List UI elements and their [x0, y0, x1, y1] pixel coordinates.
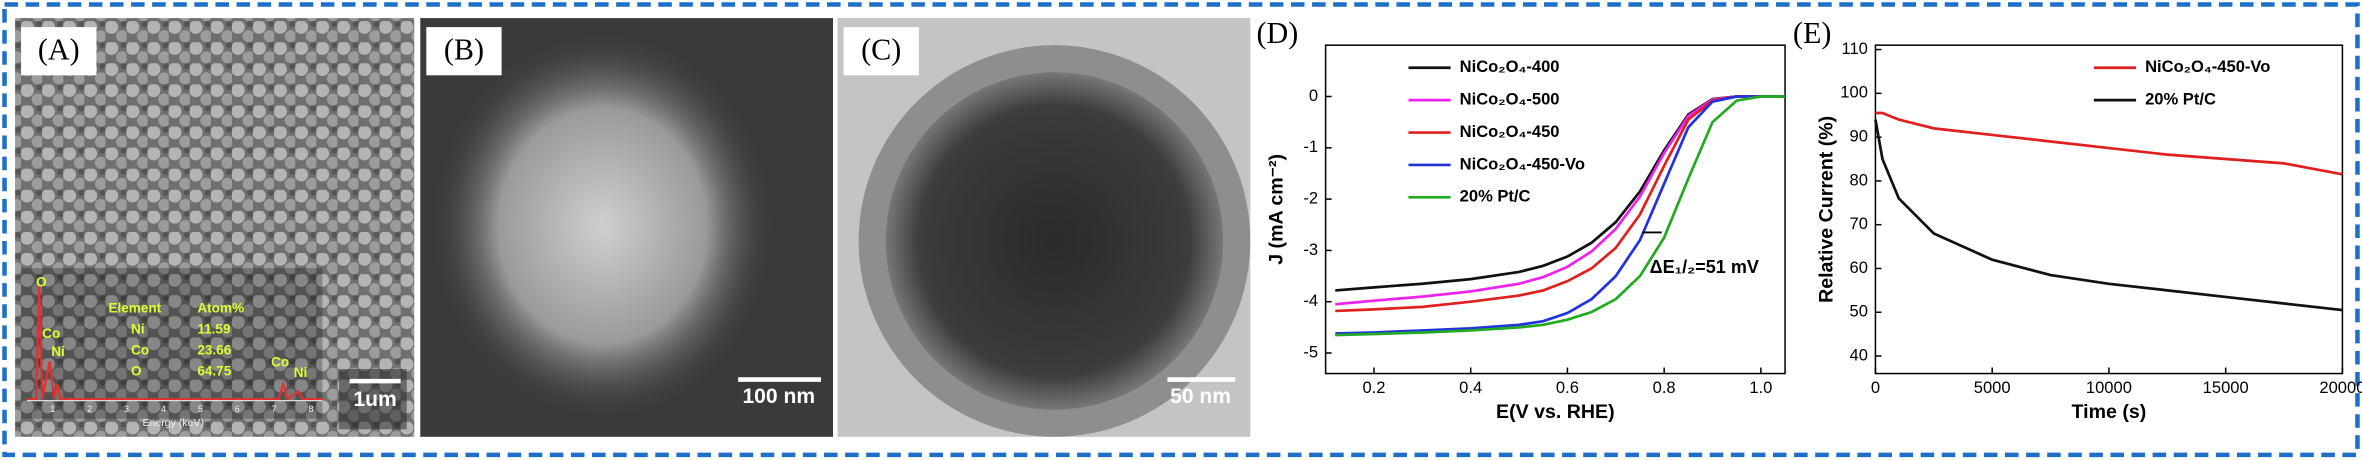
series-line [1875, 111, 2343, 176]
y-tick-label: 80 [1850, 170, 1868, 189]
eds-inset [21, 268, 323, 419]
legend-label: NiCo₂O₄-450-Vo [1460, 154, 1585, 173]
scale-label: 100 nm [742, 385, 815, 408]
eds-cell: Co [131, 343, 149, 358]
x-tick-label: 10000 [2086, 378, 2132, 397]
y-tick-label: 40 [1850, 345, 1868, 364]
label-box [426, 27, 502, 76]
series-line [1874, 119, 2343, 312]
legend-label: NiCo₂O₄-450 [1460, 122, 1560, 141]
legend-label: NiCo₂O₄-400 [1460, 57, 1560, 76]
panel-label: (A) [38, 33, 80, 67]
x-tick-label: 15000 [2203, 378, 2249, 397]
eds-tick: 1 [50, 404, 55, 414]
x-tick-label: 0.4 [1459, 378, 1482, 397]
y-tick-label: -4 [1303, 291, 1318, 310]
eds-cell: 11.59 [197, 321, 231, 336]
x-axis-label: Time (s) [2072, 401, 2147, 423]
x-tick-label: 1.0 [1749, 378, 1772, 397]
eds-cell: O [131, 364, 142, 379]
y-tick-label: -1 [1303, 137, 1318, 156]
series-line [1335, 95, 1786, 337]
x-tick-label: 0.2 [1362, 378, 1385, 397]
y-tick-label: 0 [1309, 86, 1318, 105]
y-tick-label: 110 [1842, 39, 1868, 58]
panel-label: (B) [444, 33, 484, 67]
eds-tick: 7 [272, 404, 277, 414]
eds-tick: 8 [309, 404, 314, 414]
x-tick-label: 0 [1871, 378, 1880, 397]
plot-frame [1324, 44, 1786, 375]
y-tick-label: 50 [1850, 302, 1868, 321]
scale-label: 50 nm [1170, 385, 1231, 408]
x-tick-label: 5000 [1974, 378, 2011, 397]
eds-cell: 23.66 [197, 343, 231, 358]
sem-image [15, 18, 415, 437]
eds-axis-label: Energy (keV) [142, 417, 203, 429]
y-axis-label: J (mA cm⁻²) [1266, 154, 1288, 265]
panel-label: (D) [1257, 16, 1299, 50]
y-tick-label: -2 [1303, 188, 1318, 207]
y-axis-label: Relative Current (%) [1815, 116, 1837, 303]
y-tick-label: 100 [1840, 83, 1868, 102]
panel-label: (C) [861, 33, 901, 67]
plot-frame [1874, 44, 2344, 375]
label-box [843, 27, 919, 76]
eds-header: Element [108, 300, 161, 315]
eds-peak: Co [271, 355, 289, 370]
x-tick-label: 0.6 [1556, 378, 1579, 397]
eds-tick: 5 [198, 404, 203, 414]
eds-tick: 4 [161, 404, 166, 414]
label-box [21, 27, 97, 76]
eds-cell: Ni [131, 321, 145, 336]
eds-header: Atom% [197, 300, 244, 315]
y-tick-label: 90 [1850, 127, 1868, 146]
eds-peak: Ni [51, 344, 65, 359]
eds-cell: 64.75 [197, 364, 231, 379]
y-tick-label: -3 [1303, 240, 1318, 259]
annotation: ΔE₁/₂=51 mV [1650, 257, 1759, 277]
core [885, 72, 1224, 410]
eds-spectrum [27, 286, 323, 401]
y-tick-label: 60 [1850, 258, 1868, 277]
eds-tick: 2 [87, 404, 92, 414]
legend-label: NiCo₂O₄-450-Vo [2145, 57, 2270, 76]
x-tick-label: 0.8 [1653, 378, 1676, 397]
y-tick-label: 70 [1850, 214, 1868, 233]
charts: (D) 0.2 0.4 0.6 0.8 1.0 0 -1 -2 -3 -4 -5 E(V vs. RHE… [1257, 16, 2362, 423]
eds-peak: Co [42, 326, 60, 341]
eds-peak: Ni [294, 365, 308, 380]
eds-peak: O [36, 275, 47, 290]
legend-label: 20% Pt/C [2145, 90, 2216, 109]
x-tick-label: 20000 [2319, 378, 2362, 397]
panel-label: (E) [1793, 16, 1831, 50]
legend-label: 20% Pt/C [1460, 187, 1531, 206]
series-line [1335, 95, 1786, 335]
scale-label: 1um [353, 388, 396, 411]
eds-tick: 6 [235, 404, 240, 414]
y-tick-label: -5 [1303, 342, 1318, 361]
legend-label: NiCo₂O₄-500 [1460, 90, 1560, 109]
particle [429, 30, 776, 422]
eds-tick: 3 [124, 404, 129, 414]
x-axis-label: E(V vs. RHE) [1496, 401, 1615, 423]
